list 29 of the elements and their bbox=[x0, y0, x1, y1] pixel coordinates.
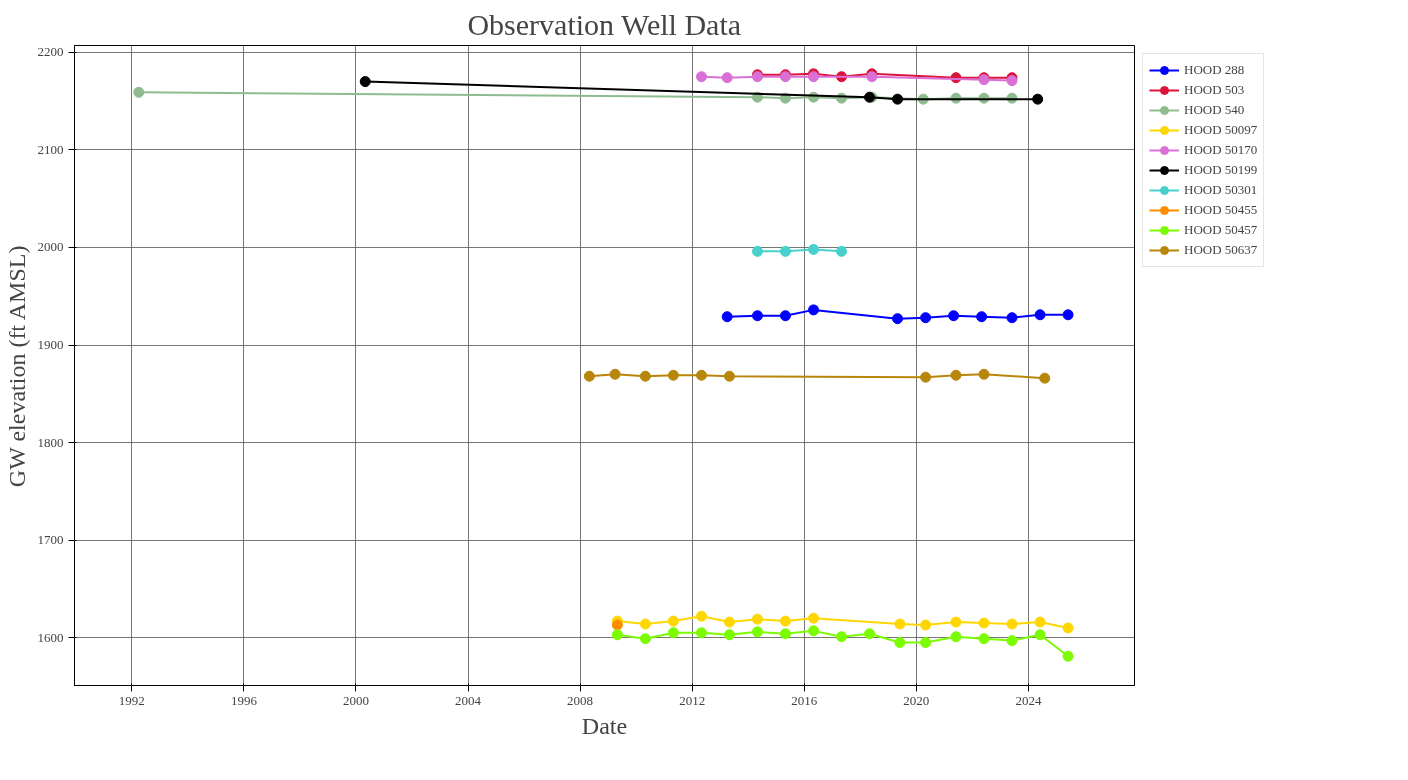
legend-label: HOOD 540 bbox=[1184, 102, 1245, 118]
x-tick-label: 2000 bbox=[342, 692, 369, 708]
y-tick-label: 2200 bbox=[37, 44, 64, 60]
legend-label: HOOD 50170 bbox=[1184, 142, 1258, 158]
y-tick-label: 1900 bbox=[37, 337, 64, 353]
legend-label: HOOD 50457 bbox=[1184, 222, 1258, 238]
legend-label: HOOD 50097 bbox=[1184, 122, 1258, 138]
x-tick-label: 1992 bbox=[118, 692, 145, 708]
x-tick-label: 2008 bbox=[567, 692, 594, 708]
legend-label: HOOD 50199 bbox=[1184, 162, 1258, 178]
legend-label: HOOD 503 bbox=[1184, 82, 1245, 98]
legend-label: HOOD 50637 bbox=[1184, 242, 1258, 258]
x-tick-label: 2024 bbox=[1015, 692, 1042, 708]
x-tick-label: 2016 bbox=[791, 692, 818, 708]
x-axis-title: Date bbox=[581, 712, 628, 739]
x-tick-label: 2020 bbox=[903, 692, 930, 708]
y-tick-label: 1700 bbox=[37, 532, 64, 548]
legend-label: HOOD 50301 bbox=[1184, 182, 1258, 198]
y-axis-title: GW elevation (ft AMSL) bbox=[3, 245, 30, 488]
x-tick-label: 2004 bbox=[455, 692, 482, 708]
x-tick-label: 2012 bbox=[679, 692, 706, 708]
legend-label: HOOD 288 bbox=[1184, 62, 1245, 78]
y-tick-label: 1600 bbox=[37, 629, 64, 645]
y-tick-label: 1800 bbox=[37, 434, 64, 450]
y-tick-label: 2000 bbox=[37, 239, 64, 255]
x-tick-label: 1996 bbox=[230, 692, 258, 708]
chart-title: Observation Well Data bbox=[467, 7, 742, 41]
legend-label: HOOD 50455 bbox=[1184, 202, 1258, 218]
y-tick-label: 2100 bbox=[37, 141, 64, 157]
